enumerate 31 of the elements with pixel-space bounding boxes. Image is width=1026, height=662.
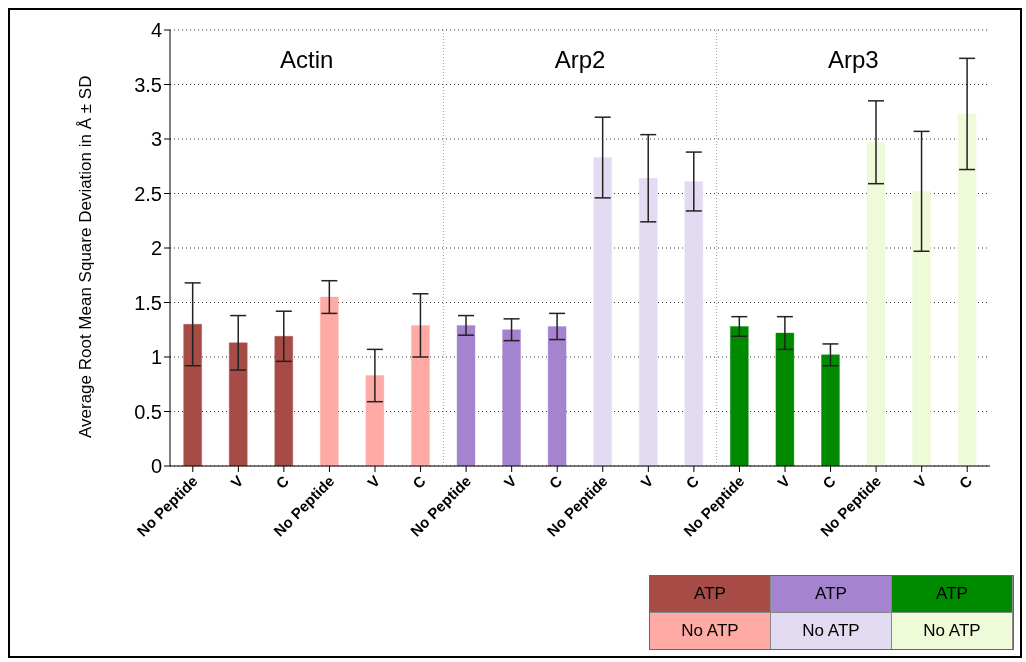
annotation: Arp3 xyxy=(827,46,879,73)
text: No ATP xyxy=(681,621,739,641)
text: ATP xyxy=(936,584,968,604)
x-tick-label: V xyxy=(364,472,384,492)
x-tick-label: C xyxy=(682,471,703,492)
x-tick-label: C xyxy=(955,471,976,492)
y-tick-label: 4 xyxy=(150,19,162,42)
text: ATP xyxy=(694,584,726,604)
x-tick-label: V xyxy=(500,472,520,492)
y-tick-label: 2 xyxy=(150,237,162,260)
y-axis-title: Average Root Mean Square Deviation in Å ± SD xyxy=(76,75,96,438)
x-tick-label: V xyxy=(227,472,247,492)
y-tick-label: 3 xyxy=(150,128,162,151)
text: ATP xyxy=(815,584,847,604)
x-tick-label: C xyxy=(545,471,566,492)
y-tick-label: 1 xyxy=(150,346,162,369)
y-tick-label: 3.5 xyxy=(134,73,162,96)
x-tick-label: C xyxy=(272,471,293,492)
y-tick-label: 2.5 xyxy=(134,182,162,205)
x-tick-label: C xyxy=(818,471,839,492)
y-tick-label: 1.5 xyxy=(134,291,162,314)
x-tick-label: V xyxy=(910,472,930,492)
x-tick-label: C xyxy=(408,471,429,492)
x-tick-label: V xyxy=(774,472,794,492)
y-tick-label: 0.5 xyxy=(134,400,162,423)
annotation: Arp2 xyxy=(554,46,606,73)
annotation: Actin xyxy=(279,46,334,73)
x-tick-label: V xyxy=(637,472,657,492)
y-tick-label: 0 xyxy=(150,455,162,478)
text: No ATP xyxy=(923,621,981,641)
text: No ATP xyxy=(802,621,860,641)
